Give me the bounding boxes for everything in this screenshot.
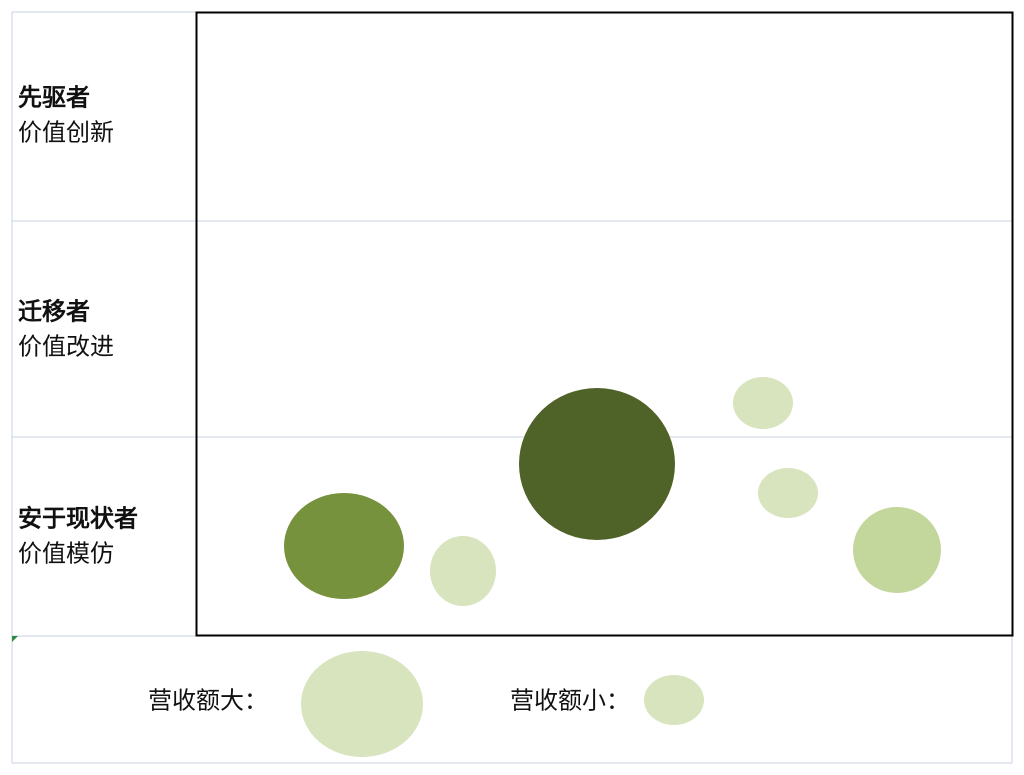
row-title: 迁移者 — [18, 298, 90, 326]
legend-bubble — [301, 651, 423, 757]
row-title: 安于现状者 — [18, 505, 138, 533]
bubble — [853, 507, 941, 593]
cell-marker — [12, 636, 18, 642]
legend-bubble — [644, 675, 704, 725]
matrix-frame — [195, 11, 1014, 637]
row-subtitle: 价值模仿 — [18, 541, 114, 568]
bubbles — [284, 377, 941, 606]
row-subtitle: 价值改进 — [18, 334, 114, 361]
row-subtitle: 价值创新 — [18, 120, 114, 147]
bubble — [733, 377, 793, 429]
legend-label: 营收额小： — [510, 688, 630, 715]
legend-label: 营收额大： — [148, 688, 268, 715]
bubble — [430, 536, 496, 606]
bubble — [519, 388, 675, 540]
bubble — [758, 468, 818, 518]
row-title: 先驱者 — [18, 84, 90, 112]
bubble — [284, 493, 404, 599]
